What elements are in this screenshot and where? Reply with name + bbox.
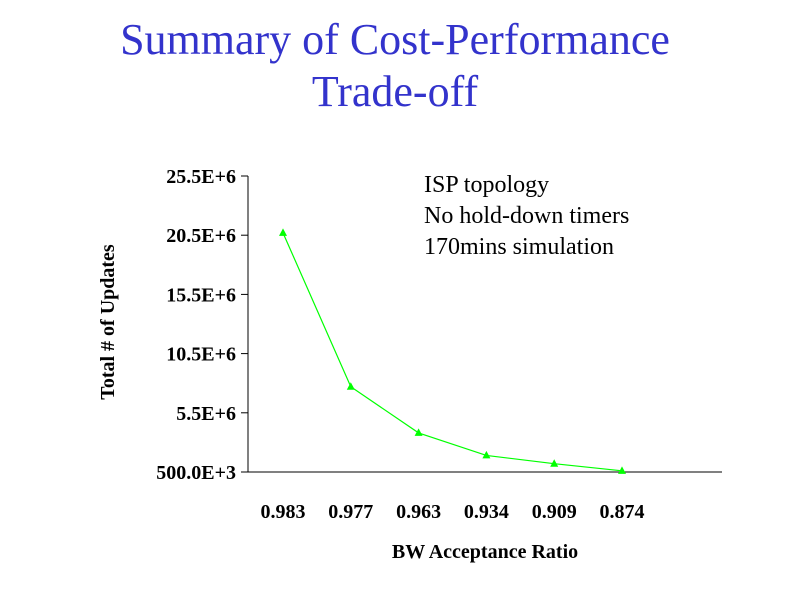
y-tick-label: 15.5E+6 bbox=[166, 284, 236, 306]
data-point-marker bbox=[279, 228, 287, 236]
x-axis-label: BW Acceptance Ratio bbox=[392, 541, 578, 563]
slide-title-line-1: Summary of Cost-Performance bbox=[120, 15, 670, 64]
y-axis-label: Total # of Updates bbox=[97, 244, 119, 400]
x-axis: 0.983 0.977 0.963 0.934 0.909 0.874 bbox=[248, 471, 722, 523]
y-tick-label: 20.5E+6 bbox=[166, 225, 236, 247]
chart-annotation: No hold-down timers bbox=[424, 203, 629, 229]
x-tick-label: 0.983 bbox=[261, 501, 306, 523]
x-tick-label: 0.963 bbox=[396, 501, 441, 523]
y-tick-label: 500.0E+3 bbox=[156, 462, 236, 484]
slide-title: Summary of Cost-Performance Trade-off bbox=[0, 14, 790, 118]
y-axis: 500.0E+3 5.5E+6 10.5E+6 15.5E+6 20.5E+6 25.5E… bbox=[156, 166, 249, 484]
slide-title-line-2: Trade-off bbox=[311, 67, 479, 116]
data-point-marker bbox=[550, 459, 559, 467]
annotation-group: ISP topology No hold-down timers 170mins s… bbox=[424, 172, 629, 260]
data-point-marker bbox=[618, 466, 626, 474]
x-tick-label: 0.909 bbox=[532, 501, 577, 523]
data-point-marker bbox=[414, 428, 423, 436]
series-group bbox=[279, 228, 626, 474]
x-tick-label: 0.934 bbox=[464, 501, 509, 523]
x-tick-label: 0.874 bbox=[600, 501, 645, 523]
chart-annotation: ISP topology bbox=[424, 172, 549, 198]
y-tick-label: 5.5E+6 bbox=[176, 403, 236, 425]
chart-annotation: 170mins simulation bbox=[424, 234, 614, 260]
y-tick-label: 25.5E+6 bbox=[166, 166, 236, 188]
series-line bbox=[282, 232, 623, 472]
x-tick-label: 0.977 bbox=[328, 501, 373, 523]
data-point-marker bbox=[346, 382, 355, 390]
y-tick-label: 10.5E+6 bbox=[166, 344, 236, 366]
data-point-marker bbox=[482, 450, 491, 459]
